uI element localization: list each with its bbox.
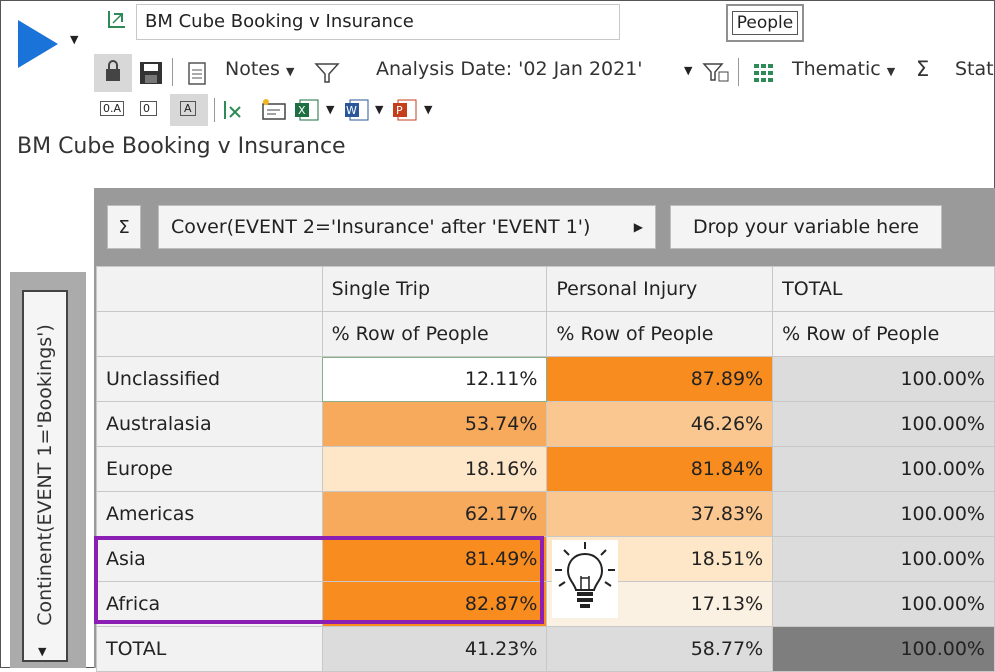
column-header[interactable]: Personal Injury: [546, 266, 774, 312]
total-cell[interactable]: 58.77%: [546, 626, 774, 672]
corner-cell: [96, 266, 323, 312]
annotation-icon[interactable]: [260, 98, 288, 122]
highlight-box: [94, 536, 544, 624]
measure-header[interactable]: % Row of People: [546, 311, 774, 357]
data-cell[interactable]: 12.11%: [321, 356, 548, 402]
row-header[interactable]: TOTAL: [96, 626, 323, 672]
table-row: Unclassified 12.11% 87.89% 100.00%: [96, 356, 995, 402]
sigma-button[interactable]: Σ: [107, 205, 141, 249]
data-cell[interactable]: 53.74%: [321, 401, 548, 447]
toggle-zero-button[interactable]: 0: [140, 101, 157, 116]
people-button[interactable]: People: [726, 4, 804, 42]
row-header[interactable]: Europe: [96, 446, 323, 492]
total-cell[interactable]: 100.00%: [772, 401, 995, 447]
chevron-down-icon[interactable]: ▼: [375, 103, 384, 116]
thematic-button[interactable]: Thematic ▼: [792, 58, 895, 80]
svg-text:W: W: [346, 104, 357, 117]
column-header[interactable]: TOTAL: [772, 266, 995, 312]
chevron-down-icon[interactable]: ▼: [424, 103, 433, 116]
total-cell[interactable]: 100.00%: [772, 491, 995, 537]
toggle-labels-button[interactable]: A: [170, 94, 208, 126]
page-title: BM Cube Booking v Insurance: [17, 134, 346, 159]
stat-button[interactable]: Stat: [955, 58, 994, 80]
chevron-right-icon: ▶: [633, 220, 643, 234]
row-header[interactable]: Africa: [96, 581, 323, 627]
data-cell[interactable]: 87.89%: [546, 356, 774, 402]
svg-text:X: X: [298, 104, 306, 117]
filter-icon[interactable]: [314, 60, 340, 86]
chevron-down-icon[interactable]: ▼: [684, 64, 693, 77]
measure-header[interactable]: % Row of People: [321, 311, 548, 357]
sigma-icon: Σ: [118, 216, 130, 238]
chevron-down-icon: ▼: [285, 65, 295, 78]
data-cell[interactable]: 81.84%: [546, 446, 774, 492]
thematic-label: Thematic: [792, 58, 881, 80]
total-cell[interactable]: 100.00%: [772, 581, 995, 627]
toolbar-divider: [172, 58, 173, 86]
analysis-date-button[interactable]: Analysis Date: '02 Jan 2021': [376, 58, 643, 80]
notes-icon[interactable]: [186, 60, 208, 86]
row-header[interactable]: Unclassified: [96, 356, 323, 402]
total-cell[interactable]: 100.00%: [772, 446, 995, 492]
toggle-labels-label: A: [180, 101, 196, 116]
chevron-down-icon[interactable]: ▼: [38, 645, 47, 658]
powerpoint-icon[interactable]: P: [392, 98, 418, 122]
clear-filter-icon[interactable]: [222, 99, 244, 121]
notes-label: Notes: [225, 58, 280, 80]
sigma-icon[interactable]: Σ: [916, 57, 930, 81]
table-row: Americas 62.17% 37.83% 100.00%: [96, 491, 995, 537]
people-button-label: People: [731, 11, 799, 35]
lock-button[interactable]: [94, 54, 132, 92]
data-cell[interactable]: 18.16%: [321, 446, 548, 492]
row-variable-label: Continent(EVENT 1='Bookings'): [34, 324, 56, 626]
table-row: Africa 82.87% 17.13% 100.00%: [96, 581, 995, 627]
results-table: Single Trip Personal Injury TOTAL % Row …: [96, 266, 995, 672]
data-cell[interactable]: 82.87%: [321, 581, 548, 627]
column-header[interactable]: Single Trip: [321, 266, 548, 312]
cube-title-icon: [108, 11, 125, 28]
table-row: Australasia 53.74% 46.26% 100.00%: [96, 401, 995, 447]
corner-cell: [96, 311, 323, 357]
total-cell[interactable]: 100.00%: [772, 356, 995, 402]
column-variable-label: Cover(EVENT 2='Insurance' after 'EVENT 1…: [171, 216, 591, 238]
chevron-down-icon[interactable]: ▼: [326, 103, 335, 116]
data-cell[interactable]: 46.26%: [546, 401, 774, 447]
column-variable-button[interactable]: Cover(EVENT 2='Insurance' after 'EVENT 1…: [158, 205, 656, 249]
measure-header-row: % Row of People % Row of People % Row of…: [96, 311, 995, 357]
row-header[interactable]: Americas: [96, 491, 323, 537]
total-cell[interactable]: 41.23%: [321, 626, 548, 672]
filter-clear-icon[interactable]: [702, 60, 730, 86]
toolbar-divider: [214, 98, 215, 122]
table-row: Europe 18.16% 81.84% 100.00%: [96, 446, 995, 492]
toggle-codes-button[interactable]: 0.A: [100, 101, 125, 116]
run-dropdown-icon[interactable]: ▼: [70, 33, 79, 46]
chevron-down-icon: ▼: [886, 65, 896, 78]
notes-button[interactable]: Notes ▼: [225, 58, 294, 80]
toolbar-divider: [738, 58, 739, 86]
data-cell[interactable]: 81.49%: [321, 536, 548, 582]
row-header[interactable]: Australasia: [96, 401, 323, 447]
column-header-row: Single Trip Personal Injury TOTAL: [96, 266, 995, 312]
drop-variable-target[interactable]: Drop your variable here: [670, 205, 942, 249]
row-variable-button[interactable]: [22, 290, 68, 662]
lock-icon: [106, 60, 120, 81]
grand-total-cell[interactable]: 100.00%: [772, 626, 995, 672]
total-cell[interactable]: 100.00%: [772, 536, 995, 582]
data-cell[interactable]: 37.83%: [546, 491, 774, 537]
excel-icon[interactable]: X: [294, 98, 320, 122]
word-icon[interactable]: W: [344, 98, 370, 122]
total-row: TOTAL 41.23% 58.77% 100.00%: [96, 626, 995, 672]
lightbulb-icon: [552, 540, 618, 618]
grid-icon[interactable]: [752, 61, 776, 85]
title-input[interactable]: BM Cube Booking v Insurance: [136, 4, 620, 40]
data-cell[interactable]: 62.17%: [321, 491, 548, 537]
svg-text:P: P: [396, 104, 403, 117]
save-icon[interactable]: [138, 60, 164, 86]
measure-header[interactable]: % Row of People: [772, 311, 995, 357]
play-icon[interactable]: [14, 18, 60, 70]
drop-variable-label: Drop your variable here: [692, 216, 919, 238]
